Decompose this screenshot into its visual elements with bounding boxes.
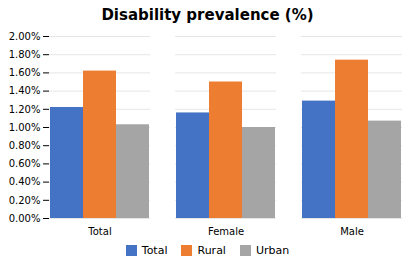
svg-text:1.60%: 1.60% xyxy=(9,67,41,78)
svg-text:1.20%: 1.20% xyxy=(9,104,41,115)
svg-text:Female: Female xyxy=(208,226,244,237)
html-text:Total: Total xyxy=(141,244,168,257)
svg-text:Total: Total xyxy=(87,226,111,237)
svg-text:0.60%: 0.60% xyxy=(9,158,41,169)
html-text:Urban: Urban xyxy=(255,244,290,257)
html-text:Disability prevalence (%): Disability prevalence (%) xyxy=(101,6,314,24)
svg-text:1.00%: 1.00% xyxy=(9,122,41,133)
svg-text:0.40%: 0.40% xyxy=(9,176,41,187)
svg-text:Male: Male xyxy=(340,226,364,237)
svg-text:0.20%: 0.20% xyxy=(9,195,41,206)
svg-text:1.40%: 1.40% xyxy=(9,85,41,96)
svg-text:0.00%: 0.00% xyxy=(9,213,41,224)
svg-text:0.80%: 0.80% xyxy=(9,140,41,151)
html-text:Rural: Rural xyxy=(197,244,226,257)
svg-text:2.00%: 2.00% xyxy=(9,31,41,42)
svg-text:1.80%: 1.80% xyxy=(9,49,41,60)
